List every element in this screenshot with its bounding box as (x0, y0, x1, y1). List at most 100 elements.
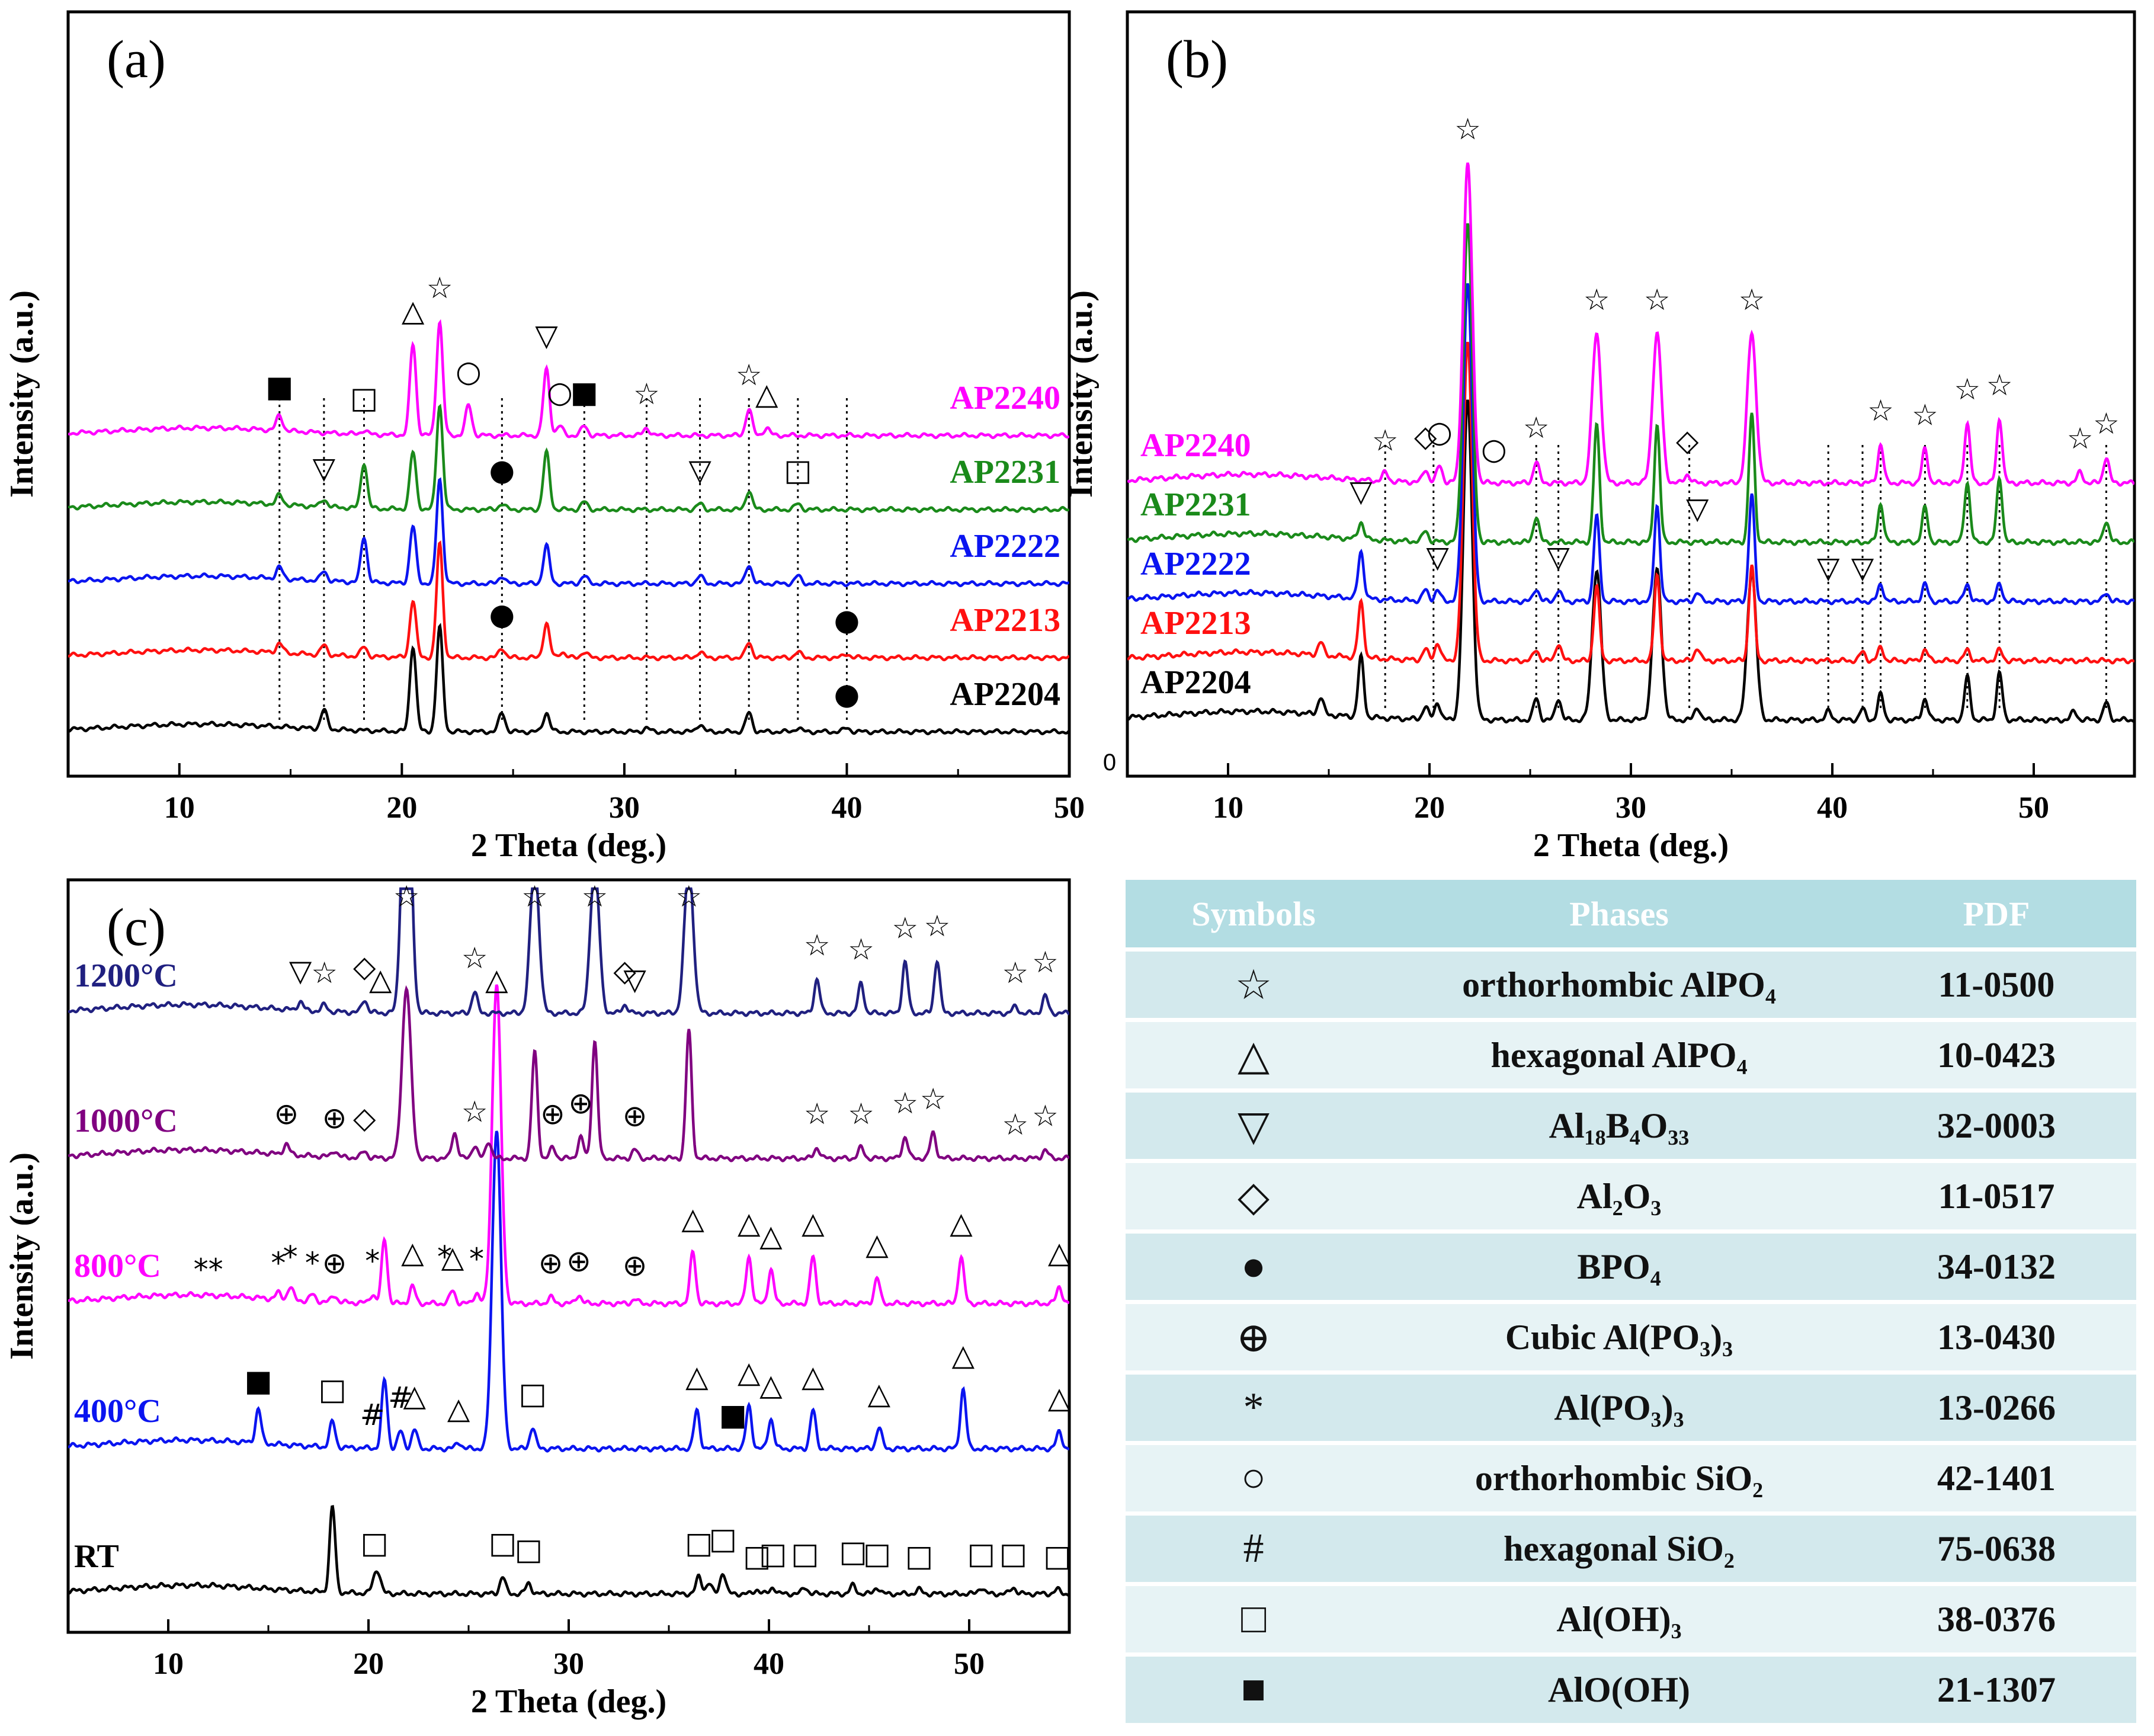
legend-phase: Al₁₈B₄O₃₃ (1381, 1093, 1857, 1159)
phase-marker: ▽ (688, 453, 711, 487)
phase-marker: ▽ (1686, 491, 1709, 526)
phase-marker: ☆ (1739, 283, 1765, 317)
phase-marker: ☆ (1454, 112, 1481, 146)
phase-marker: ☆ (1372, 424, 1399, 458)
phase-marker: ◇ (353, 1101, 376, 1135)
phase-marker: □ (319, 1372, 347, 1407)
phase-marker: ▽ (623, 962, 646, 997)
legend-pdf: 38-0376 (1857, 1586, 2136, 1652)
phase-marker: □ (709, 1522, 737, 1556)
legend-header-phases: Phases (1381, 880, 1857, 947)
x-tick-label: 40 (1817, 791, 1848, 825)
legend-phase: BPO₄ (1381, 1234, 1857, 1300)
phase-marker: △ (402, 293, 425, 328)
legend-symbol: △ (1126, 1022, 1381, 1088)
phase-marker: △ (485, 962, 508, 997)
phase-marker: ☆ (920, 1082, 947, 1116)
phase-marker: ⊕ (322, 1246, 347, 1280)
legend-symbol: □ (1126, 1586, 1381, 1652)
phase-marker: ⊕ (274, 1097, 299, 1131)
phase-marker: ▽ (1426, 540, 1449, 574)
legend-phase: orthorhombic AlPO₄ (1381, 952, 1857, 1018)
phase-marker: ▽ (1350, 474, 1373, 508)
phase-marker: ■ (570, 375, 598, 409)
phase-marker: ○ (1481, 432, 1507, 466)
panel-b: 10 20 30 40 50 2 Theta (deg.) Intensity (a.u.)… (1063, 10, 2136, 864)
legend-row: ☆ orthorhombic AlPO₄ 11-0500 (1126, 952, 2136, 1018)
phase-marker: ⊕ (566, 1244, 591, 1279)
legend-phase: Cubic Al(PO₃)₃ (1381, 1304, 1857, 1370)
x-axis-label: 2 Theta (deg.) (471, 1683, 666, 1720)
legend-symbol: * (1126, 1375, 1381, 1441)
series-label: AP2213 (950, 602, 1060, 639)
legend-pdf: 10-0423 (1857, 1022, 2136, 1088)
panel-label: (c) (107, 898, 166, 957)
phase-marker: * (469, 1242, 484, 1276)
x-tick-label: 20 (353, 1647, 384, 1681)
phase-marker: △ (401, 1235, 424, 1270)
series-label: AP2231 (950, 454, 1060, 491)
legend-symbol: ▽ (1126, 1093, 1381, 1159)
phase-marker: □ (863, 1536, 891, 1571)
series-line (68, 477, 1069, 588)
legend-row: ⊕ Cubic Al(PO₃)₃ 13-0430 (1126, 1304, 2136, 1370)
phase-marker: ○ (547, 375, 573, 409)
phase-marker: # (360, 1398, 385, 1432)
phase-marker: ● (489, 453, 515, 487)
phase-marker: * (271, 1246, 286, 1280)
phase-marker: ☆ (1986, 368, 2013, 402)
phase-marker: △ (802, 1359, 825, 1394)
series-line (68, 540, 1069, 662)
legend-symbol: ☆ (1126, 952, 1381, 1018)
phase-marker: ■ (719, 1398, 747, 1432)
x-tick-label: 50 (954, 1647, 985, 1681)
legend-pdf: 42-1401 (1857, 1445, 2136, 1511)
phase-marker: △ (755, 377, 778, 411)
phase-marker: ☆ (521, 879, 548, 914)
phase-marker: ☆ (1584, 283, 1610, 317)
panel-label: (b) (1166, 30, 1228, 89)
phase-marker: ☆ (1912, 398, 1938, 432)
phase-marker: △ (950, 1206, 973, 1240)
legend-symbol: ⊕ (1126, 1304, 1381, 1370)
phase-marker: △ (685, 1359, 709, 1394)
phase-marker: □ (350, 381, 378, 415)
x-tick-label: 50 (1054, 791, 1085, 825)
legend-phase: Al(PO₃)₃ (1381, 1375, 1857, 1441)
phase-marker: △ (759, 1218, 783, 1253)
phase-marker: □ (791, 1536, 819, 1571)
phase-marker: □ (519, 1376, 547, 1411)
phase-marker: ▽ (1851, 550, 1874, 585)
series-line (68, 319, 1069, 440)
phase-marker: ⊕ (540, 1097, 565, 1131)
x-tick-label: 20 (386, 791, 417, 825)
series-line (68, 985, 1069, 1162)
series-line (1127, 399, 2134, 724)
series-label: 800°C (74, 1248, 161, 1285)
legend-phase: orthorhombic SiO₂ (1381, 1445, 1857, 1511)
series-line (1127, 341, 2134, 665)
phase-marker: ▽ (313, 451, 336, 485)
phase-marker: ▽ (1547, 540, 1570, 574)
phase-marker: ◇ (1676, 424, 1699, 458)
x-tick-label: 50 (2018, 791, 2049, 825)
series-line (68, 984, 1069, 1308)
phase-marker: ☆ (1644, 283, 1671, 317)
plot-frame (66, 10, 1071, 778)
phase-marker: □ (759, 1536, 787, 1571)
phase-marker: ☆ (633, 377, 660, 411)
phase-marker: ⊕ (322, 1101, 347, 1135)
legend-pdf: 34-0132 (1857, 1234, 2136, 1300)
series-label: AP2213 (1140, 605, 1251, 642)
legend-phase: hexagonal AlPO₄ (1381, 1022, 1857, 1088)
phase-marker: △ (738, 1355, 761, 1389)
phase-marker: ☆ (1032, 1099, 1059, 1133)
phase-marker: △ (802, 1206, 825, 1240)
legend-pdf: 13-0430 (1857, 1304, 2136, 1370)
phase-marker: ◇ (1414, 419, 1437, 453)
phase-marker: ■ (265, 369, 293, 403)
legend-pdf: 13-0266 (1857, 1375, 2136, 1441)
legend-table: Symbols Phases PDF ☆ orthorhombic AlPO₄ 11… (1126, 876, 2136, 1727)
legend-pdf: 11-0517 (1857, 1163, 2136, 1229)
phase-marker: □ (361, 1526, 389, 1560)
